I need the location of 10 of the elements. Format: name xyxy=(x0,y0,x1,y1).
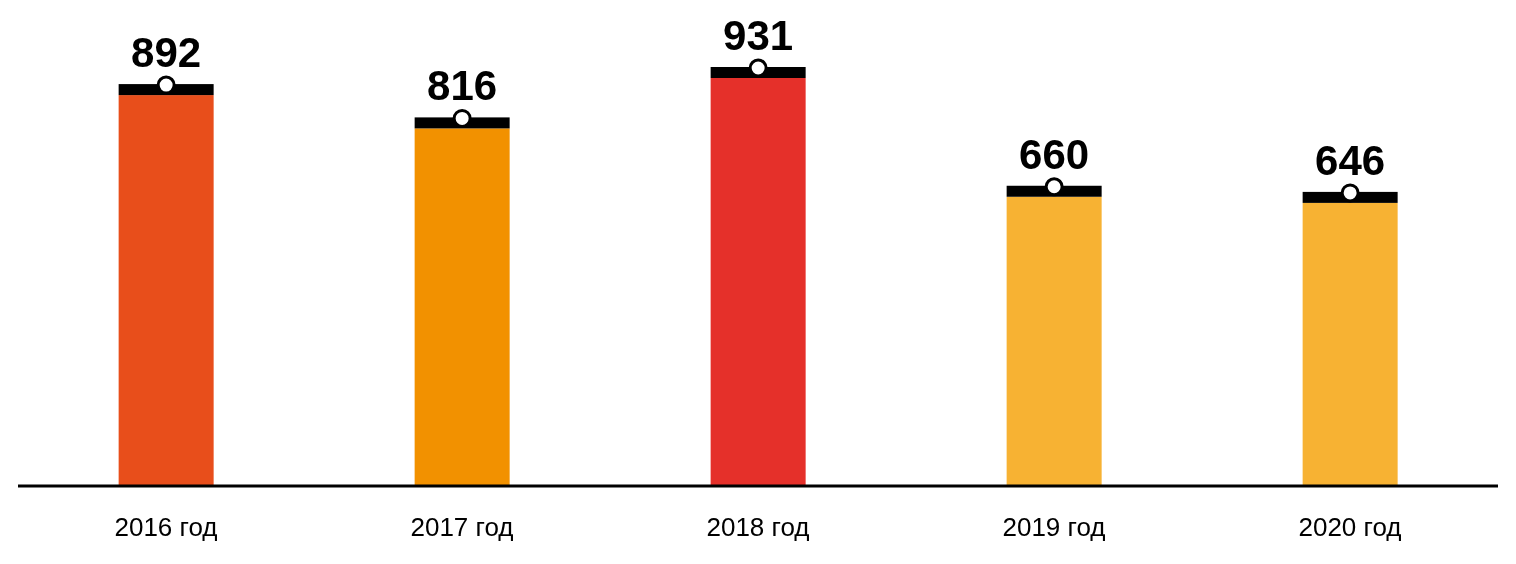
data-label: 892 xyxy=(131,29,202,77)
x-tick-label: 2019 год xyxy=(1002,512,1106,543)
data-label: 816 xyxy=(427,62,498,110)
x-tick-label: 2020 год xyxy=(1298,512,1402,543)
x-tick-label: 2016 год xyxy=(114,512,218,543)
data-label: 646 xyxy=(1315,136,1386,184)
x-tick-label: 2018 год xyxy=(706,512,810,543)
data-label: 660 xyxy=(1019,130,1090,178)
data-label: 931 xyxy=(723,12,794,59)
x-tick-label: 2017 год xyxy=(410,512,514,543)
